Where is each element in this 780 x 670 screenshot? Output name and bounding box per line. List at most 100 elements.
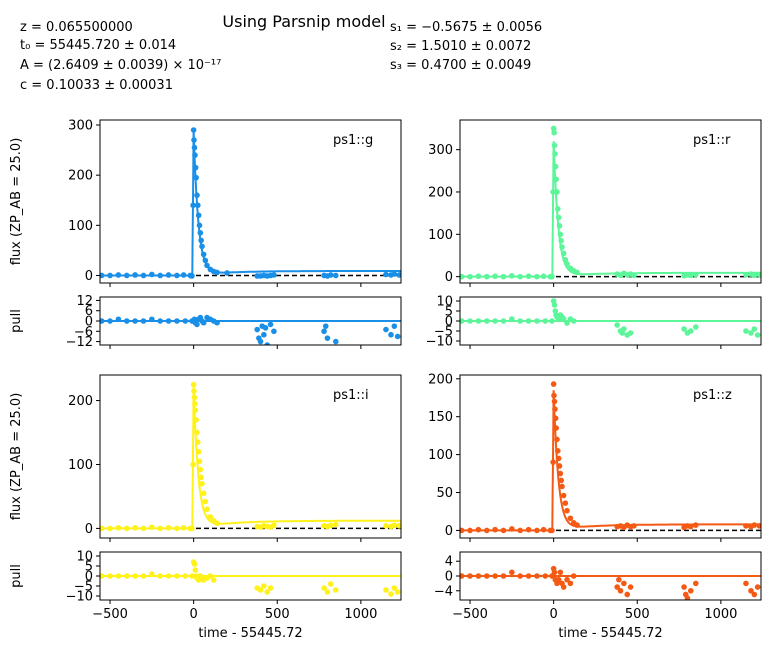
y-tick-label: 4 [445,555,453,570]
data-point [189,573,195,579]
model-curve [460,141,761,278]
data-point [542,318,549,324]
data-point [189,525,195,532]
plot-area [460,125,761,280]
data-point [492,526,498,533]
data-point [100,272,105,279]
data-point [564,576,570,583]
pull-axis-label: pull [9,309,24,333]
data-point [743,328,749,334]
data-point [475,318,482,324]
y-tick-label: 0 [445,570,453,585]
x-tick-label: 500 [625,607,650,622]
y-tick-label: 300 [428,143,453,158]
data-point [692,271,699,278]
data-point [751,272,758,279]
data-point [107,573,113,579]
plot-area [100,381,401,532]
data-point [100,318,105,324]
data-point [564,320,570,326]
data-point [189,273,195,279]
data-point [197,466,204,473]
data-point [195,212,202,219]
data-point [324,335,331,341]
data-point [192,152,198,158]
y-tick-label: 0 [85,315,93,330]
plot-area [100,314,401,345]
data-point [557,231,564,238]
data-point [327,272,334,278]
data-point [214,269,220,276]
data-point [115,316,122,323]
model-curve [100,129,401,277]
y-tick-label: 0 [85,269,93,284]
data-point [100,525,105,532]
plot-area [460,298,761,338]
data-point [560,492,567,499]
data-point [567,515,574,522]
data-point [321,585,327,591]
y-tick-label: 50 [436,486,453,501]
data-point [262,325,269,331]
data-point [132,318,138,324]
data-point [174,573,180,579]
data-point [191,394,198,401]
data-point [149,524,155,530]
data-point [517,527,523,534]
data-point [191,137,197,143]
data-point [174,272,180,279]
y-tick-label: 300 [68,119,93,134]
data-point [264,342,271,345]
data-point [550,125,557,132]
data-point [492,318,498,324]
data-point [558,237,564,244]
data-point [756,523,761,529]
data-point [687,587,694,594]
y-tick-label: 5 [445,305,453,320]
data-point [500,318,507,324]
data-point [388,331,394,338]
data-point [264,589,271,595]
data-point [182,573,189,579]
y-tick-label: 0 [85,570,93,585]
data-point [267,585,274,591]
data-point [483,318,490,324]
data-point [394,589,401,595]
data-point [383,587,389,593]
data-point [197,230,204,236]
data-point [692,324,699,330]
data-point [687,272,694,279]
param-z: z = 0.065500000 [20,20,133,35]
data-point [383,271,389,278]
y-tick-label: 200 [68,394,93,409]
data-point [467,527,473,534]
axes-frame [99,119,402,284]
data-point [687,523,694,530]
y-tick-label: 0 [85,522,93,537]
data-point [525,573,532,579]
data-point [492,573,498,579]
data-point [191,388,197,394]
data-point [557,569,564,576]
data-point [558,477,564,484]
data-point [149,571,155,577]
data-point [551,129,557,136]
data-point [200,490,207,497]
data-point [560,584,567,590]
data-point [383,326,389,333]
y-tick-label: −5 [434,325,453,340]
data-point [631,523,637,529]
model-curve [460,390,761,532]
data-point [692,522,699,528]
data-point [140,525,147,532]
data-point [388,591,394,597]
data-point [193,416,199,423]
data-point [192,407,199,413]
data-point [132,524,138,531]
data-point [190,202,196,209]
data-point [554,189,560,195]
